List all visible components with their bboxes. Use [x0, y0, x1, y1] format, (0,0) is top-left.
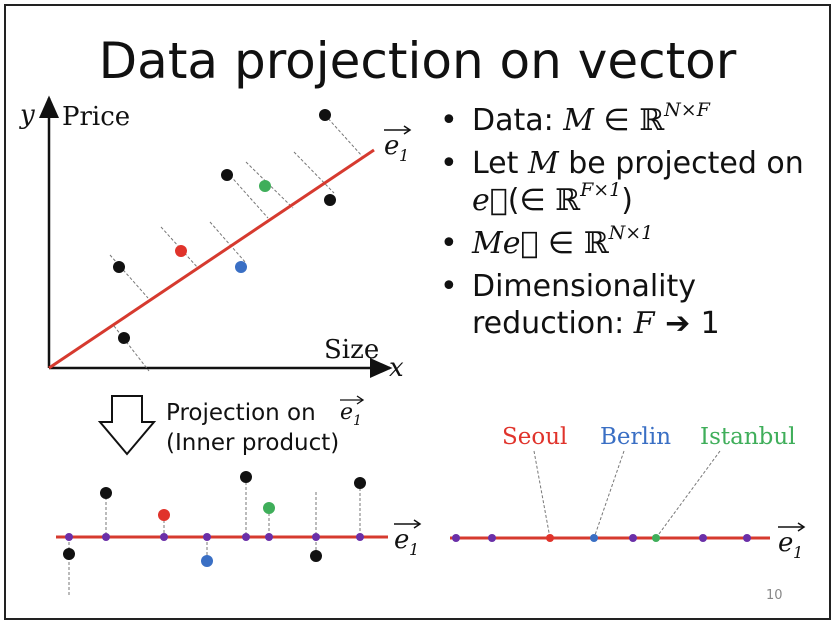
svg-text:e: e: [778, 528, 793, 558]
svg-text:1: 1: [409, 540, 419, 559]
projection-caption: Projection on (Inner product): [166, 400, 340, 456]
data-point: [354, 477, 366, 489]
y-axis-symbol: y: [19, 100, 35, 130]
one-d-points: [452, 534, 751, 542]
data-point-istanbul: [259, 180, 271, 192]
down-arrow-icon: [97, 395, 157, 456]
slide-title: Data projection on vector: [98, 32, 737, 90]
label-seoul: Seoul: [502, 424, 567, 450]
bullet-data: Data: M ∈ ℝN×F: [438, 100, 828, 139]
svg-text:1: 1: [399, 146, 409, 165]
data-point-istanbul: [263, 502, 275, 514]
data-point: [240, 471, 252, 483]
vector-e1-label: e 1: [384, 125, 412, 165]
one-d-axis-label: e 1: [778, 522, 806, 562]
x-axis-symbol: x: [389, 353, 404, 383]
svg-text:1: 1: [353, 413, 362, 429]
page-number: 10: [766, 588, 783, 603]
data-point: [118, 332, 130, 344]
data-point: [63, 548, 75, 560]
x-axis-label: Size: [324, 335, 379, 365]
projected-axis-label: e 1: [394, 519, 422, 559]
data-point-seoul: [175, 245, 187, 257]
svg-text:1: 1: [793, 543, 803, 562]
y-axis-label: Price: [62, 102, 130, 132]
data-point: [100, 487, 112, 499]
data-point: [113, 261, 125, 273]
bullet-list: Data: M ∈ ℝN×F Let M be projected on e⃗(…: [438, 100, 828, 348]
data-point: [319, 109, 331, 121]
data-point-seoul: [158, 509, 170, 521]
data-point: [221, 169, 233, 181]
data-point-berlin: [235, 261, 247, 273]
label-berlin: Berlin: [600, 424, 671, 450]
projection-leaders: [109, 114, 363, 372]
svg-text:e: e: [384, 131, 399, 161]
data-point: [324, 194, 336, 206]
vector-e1-line: [48, 148, 375, 370]
svg-text:e: e: [340, 400, 353, 425]
slide: Data projection on vector y Price Size x: [4, 4, 831, 620]
bullet-product: Me⃗ ∈ ℝN×1: [438, 223, 828, 262]
projection-diagram: y Price Size x e 1: [19, 95, 806, 596]
bullet-dimensionality: Dimensionality reduction: F ➔ 1: [438, 268, 828, 342]
projected-points: [65, 533, 364, 541]
data-point-berlin: [201, 555, 213, 567]
caption-vector-e1: e 1: [340, 395, 365, 429]
svg-text:e: e: [394, 525, 409, 555]
city-leaders: [533, 450, 721, 539]
label-istanbul: Istanbul: [700, 424, 796, 450]
data-point: [310, 550, 322, 562]
bullet-projection: Let M be projected on e⃗(∈ ℝF×1): [438, 145, 828, 219]
